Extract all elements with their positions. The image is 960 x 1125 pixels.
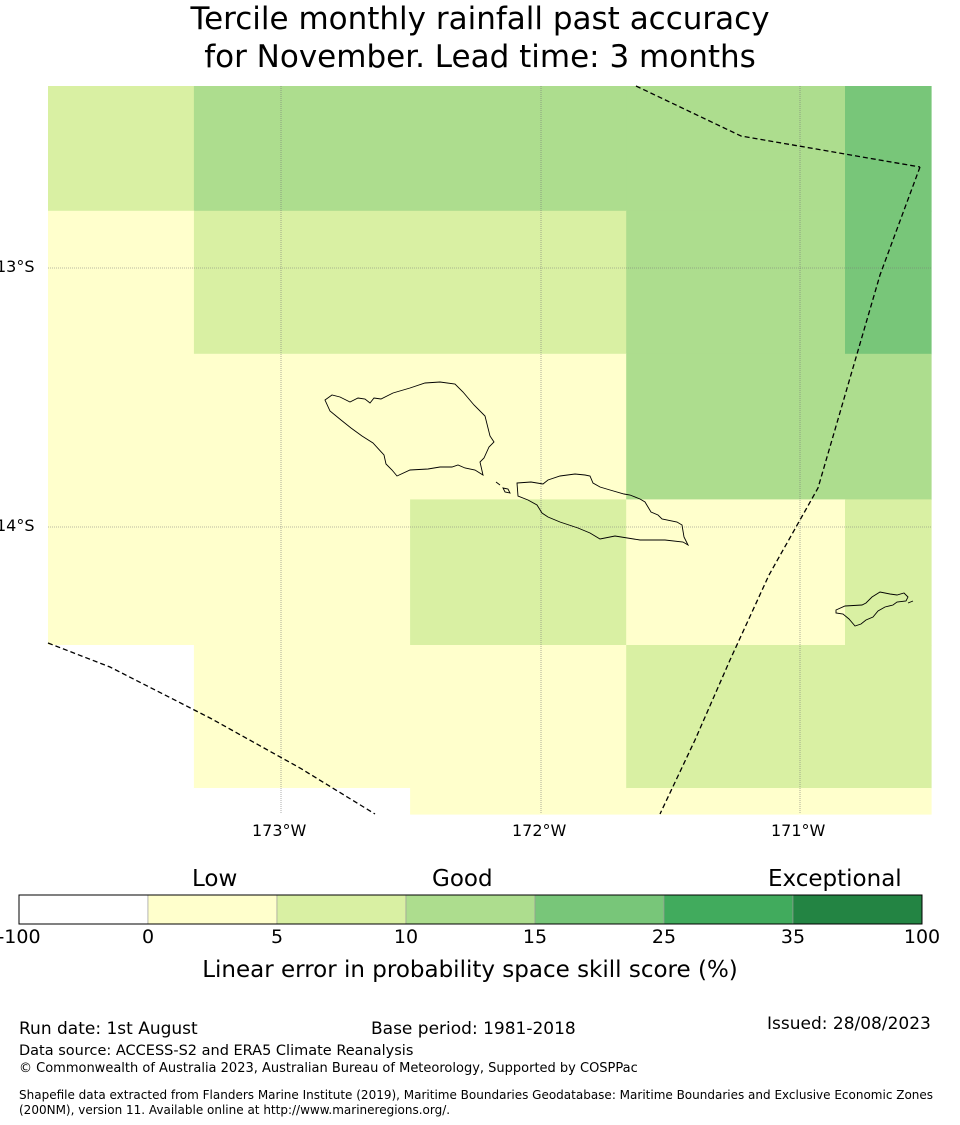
issued-date: Issued: 28/08/2023: [767, 1014, 931, 1034]
skill-cell: [626, 788, 932, 815]
coastlines: [324, 381, 914, 627]
lon-label-173w: 173°W: [252, 821, 307, 840]
lat-label-14s: 14°S: [0, 516, 35, 535]
colorbar-tick: 100: [903, 926, 941, 948]
skill-grid: [48, 86, 932, 815]
skill-cell: [626, 86, 846, 212]
colorbar-segment: [405, 894, 536, 925]
skill-cell: [193, 86, 627, 212]
aunuu-islet: [907, 600, 914, 604]
title-line-2: for November. Lead time: 3 months: [204, 39, 756, 75]
eez-boundary-east: [659, 166, 921, 815]
skill-cell: [410, 645, 627, 815]
tutuila-island: [835, 591, 909, 627]
colorbar-tick: 35: [780, 926, 806, 948]
skill-cell: [48, 645, 195, 815]
colorbar-segment: [792, 894, 923, 925]
manono-islet: [495, 481, 501, 486]
skill-cell: [193, 788, 411, 815]
skill-cell: [845, 210, 932, 355]
colorbar-tick: 5: [270, 926, 284, 948]
colorbar-tick: 25: [651, 926, 677, 948]
upolu-island: [516, 473, 690, 547]
shapefile-credit-line-2: (200NM), version 11. Available online at…: [19, 1103, 451, 1117]
colorbar-segment: [663, 894, 794, 925]
eez-boundaries: [47, 85, 921, 815]
skill-cell: [48, 86, 195, 212]
run-date: Run date: 1st August: [19, 1019, 198, 1039]
skill-cell: [48, 353, 627, 500]
category-low: Low: [192, 866, 238, 892]
colorbar-tick: -100: [0, 926, 41, 948]
skill-cell: [48, 210, 195, 355]
colorbar-tick: 10: [393, 926, 419, 948]
category-good: Good: [432, 866, 493, 892]
colorbar-segment: [534, 894, 665, 925]
skill-cell: [193, 645, 411, 789]
lat-label-13s: 13°S: [0, 257, 35, 276]
colorbar-outline: [18, 894, 923, 925]
skill-cell: [845, 499, 932, 646]
colorbar-segment: [276, 894, 407, 925]
skill-cell: [410, 499, 627, 646]
skill-cell: [626, 353, 932, 500]
map-title: Tercile monthly rainfall past accuracy f…: [0, 0, 960, 76]
lon-label-172w: 172°W: [512, 821, 567, 840]
colorbar-tick: 15: [522, 926, 548, 948]
title-line-1: Tercile monthly rainfall past accuracy: [190, 1, 770, 37]
colorbar-segment: [18, 894, 149, 925]
base-period: Base period: 1981-2018: [371, 1019, 576, 1039]
colorbar-title: Linear error in probability space skill …: [202, 957, 738, 983]
skill-cell: [626, 210, 846, 355]
skill-cell: [845, 86, 932, 212]
category-exceptional: Exceptional: [768, 866, 902, 892]
skill-cell: [48, 499, 411, 646]
apolima-islet: [502, 487, 511, 494]
eez-boundary-southwest: [47, 642, 376, 815]
copyright: © Commonwealth of Australia 2023, Austra…: [19, 1061, 638, 1076]
data-source: Data source: ACCESS-S2 and ERA5 Climate …: [19, 1043, 414, 1059]
skill-cell: [626, 645, 932, 789]
shapefile-credit-line-1: Shapefile data extracted from Flanders M…: [19, 1088, 934, 1102]
skill-cell: [626, 499, 846, 646]
graticule: [48, 86, 931, 814]
eez-boundary-north: [635, 85, 921, 168]
colorbar: [18, 894, 923, 925]
savaii-island: [324, 381, 495, 477]
lon-label-171w: 171°W: [771, 821, 826, 840]
colorbar-segment: [147, 894, 278, 925]
skill-cell: [193, 210, 627, 355]
colorbar-tick: 0: [141, 926, 155, 948]
